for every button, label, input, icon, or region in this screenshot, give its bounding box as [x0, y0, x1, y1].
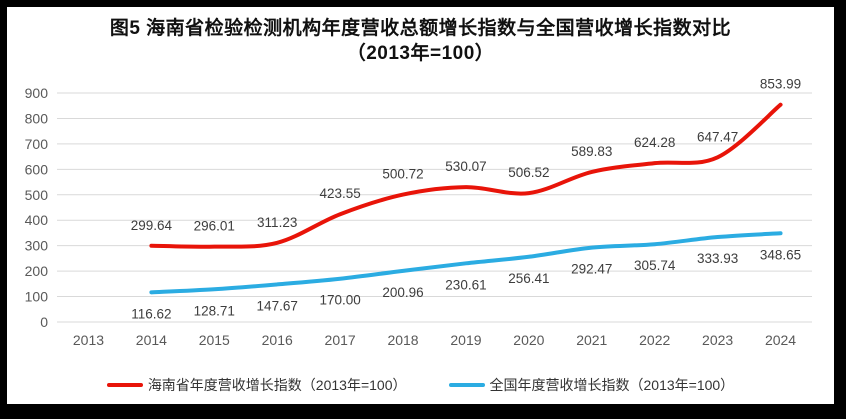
hainan-data-label: 299.64 — [131, 218, 173, 233]
y-axis-tick-label: 200 — [25, 263, 49, 279]
hainan-data-label: 530.07 — [445, 159, 486, 174]
chart-panel: 图5 海南省检验检测机构年度营收总额增长指数与全国营收增长指数对比 （2013年… — [7, 7, 834, 404]
y-axis-tick-label: 300 — [25, 238, 49, 254]
y-axis-tick-label: 700 — [25, 136, 49, 152]
legend-line-sample-national — [448, 383, 485, 387]
y-axis-tick-label: 0 — [40, 314, 48, 330]
legend-label-national: 全国年度营收增长指数（2013年=100） — [489, 377, 735, 393]
national-data-label: 147.67 — [257, 298, 298, 313]
x-axis-tick-label: 2013 — [73, 332, 104, 348]
legend: 海南省年度营收增长指数（2013年=100） 全国年度营收增长指数（2013年=1… — [7, 375, 834, 395]
y-axis-tick-label: 100 — [25, 289, 49, 305]
national-data-label: 256.41 — [508, 271, 549, 286]
x-axis-tick-label: 2023 — [702, 332, 733, 348]
chart-title: 图5 海南省检验检测机构年度营收总额增长指数与全国营收增长指数对比 （2013年… — [7, 16, 834, 66]
y-axis-tick-label: 500 — [25, 187, 49, 203]
national-data-label: 128.71 — [194, 303, 235, 318]
national-data-label: 292.47 — [571, 262, 612, 277]
legend-label-hainan: 海南省年度营收增长指数（2013年=100） — [147, 377, 407, 393]
legend-item-hainan: 海南省年度营收增长指数（2013年=100） — [106, 375, 407, 395]
x-axis-tick-label: 2015 — [199, 332, 230, 348]
hainan-data-label: 423.55 — [319, 186, 360, 201]
legend-line-sample-hainan — [106, 383, 143, 387]
x-axis-tick-label: 2024 — [765, 332, 796, 348]
chart-title-line1: 图5 海南省检验检测机构年度营收总额增长指数与全国营收增长指数对比 — [109, 18, 732, 39]
y-axis-tick-label: 800 — [25, 110, 49, 126]
hainan-series-line — [149, 102, 783, 249]
hainan-data-label: 589.83 — [571, 144, 612, 159]
hainan-data-label: 311.23 — [257, 215, 297, 230]
chart-title-line2: （2013年=100） — [346, 43, 495, 64]
national-data-label: 305.74 — [634, 258, 676, 273]
hainan-data-label: 647.47 — [697, 129, 738, 144]
y-axis-tick-label: 400 — [25, 212, 49, 228]
hainan-data-label: 624.28 — [634, 135, 675, 150]
national-data-label: 333.93 — [697, 251, 738, 266]
hainan-data-label: 296.01 — [194, 219, 235, 234]
hainan-data-label: 853.99 — [760, 77, 801, 92]
national-data-label: 230.61 — [445, 277, 486, 292]
national-data-label: 200.96 — [382, 285, 423, 300]
y-axis-tick-label: 600 — [25, 161, 49, 177]
x-axis-tick-label: 2020 — [513, 332, 544, 348]
national-data-label: 348.65 — [760, 247, 801, 262]
national-series-line — [149, 231, 783, 295]
national-data-label: 170.00 — [319, 293, 360, 308]
x-axis-tick-label: 2021 — [576, 332, 607, 348]
x-axis-tick-label: 2016 — [262, 332, 293, 348]
legend-item-national: 全国年度营收增长指数（2013年=100） — [448, 375, 735, 395]
x-axis-tick-label: 2018 — [387, 332, 418, 348]
x-axis-tick-label: 2022 — [639, 332, 670, 348]
x-axis-tick-label: 2019 — [450, 332, 481, 348]
chart-svg: 0 100 200 300 400 500 600 700 800 900 2013 2014 2015… — [25, 77, 812, 348]
hainan-data-label: 506.52 — [508, 165, 549, 180]
x-axis-tick-label: 2014 — [136, 332, 167, 348]
hainan-data-label: 500.72 — [382, 167, 423, 182]
national-data-label: 116.62 — [131, 306, 171, 321]
x-axis-tick-label: 2017 — [325, 332, 356, 348]
y-axis-tick-label: 900 — [25, 85, 49, 101]
